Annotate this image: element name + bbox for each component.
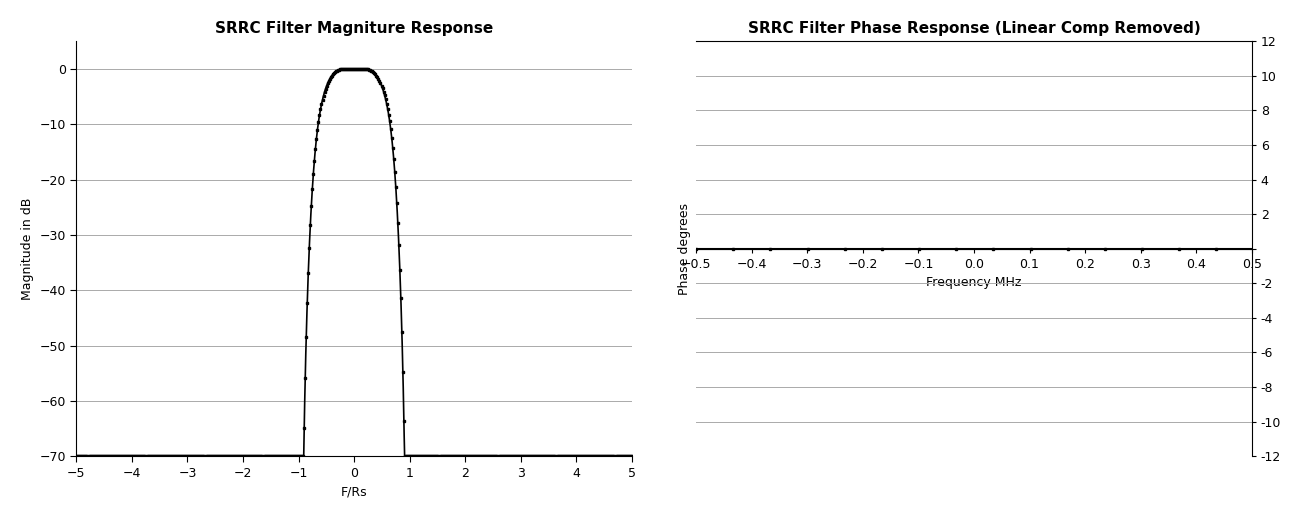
Y-axis label: Phase degrees: Phase degrees (677, 203, 690, 295)
X-axis label: F/Rs: F/Rs (341, 485, 367, 498)
Title: SRRC Filter Magniture Response: SRRC Filter Magniture Response (215, 21, 493, 36)
X-axis label: Frequency MHz: Frequency MHz (926, 276, 1022, 289)
Title: SRRC Filter Phase Response (Linear Comp Removed): SRRC Filter Phase Response (Linear Comp … (747, 21, 1200, 36)
Y-axis label: Magnitude in dB: Magnitude in dB (21, 198, 34, 300)
